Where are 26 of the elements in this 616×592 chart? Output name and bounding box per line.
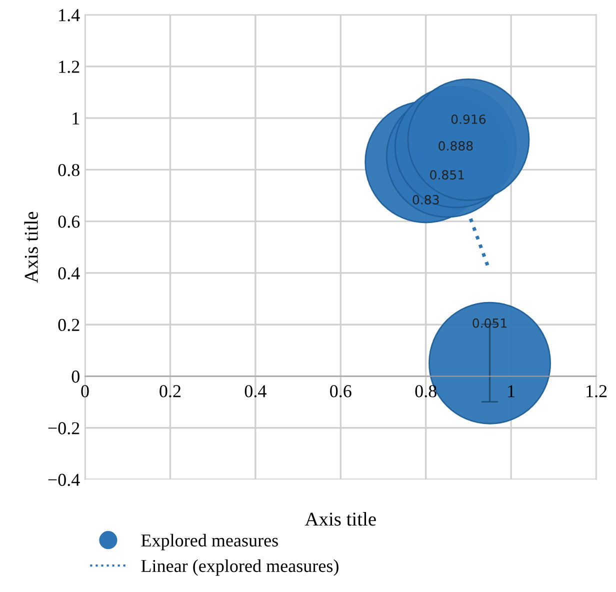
y-axis-title: Axis title [24, 212, 38, 283]
x-tick-label: 0.8 [415, 385, 436, 398]
y-tick-label: −0.4 [48, 474, 80, 486]
x-tick-label: 1.2 [586, 385, 607, 398]
y-tick-label: −0.2 [48, 422, 80, 434]
data-label: 0.051 [472, 318, 507, 328]
x-axis-title: Axis title [304, 512, 376, 526]
data-label: 0.851 [430, 170, 464, 180]
y-tick-label: 0.6 [58, 216, 80, 228]
data-label: 0.888 [438, 141, 473, 151]
y-tick-label: 0.2 [58, 318, 80, 332]
legend-label: Explored measures [141, 534, 278, 550]
y-tick-label: 0 [72, 370, 80, 383]
x-tick-label: 0.4 [244, 385, 266, 398]
x-tick-label: 0.6 [330, 385, 352, 398]
y-tick-label: 0.8 [58, 164, 80, 176]
y-tick-label: 1.2 [59, 60, 80, 73]
data-label: 0.916 [451, 114, 486, 124]
y-tick-label: 1 [72, 112, 80, 124]
y-tick-label: 0.4 [58, 267, 80, 280]
y-tick-label: 1.4 [59, 9, 80, 22]
x-tick-label: 1 [508, 385, 515, 398]
x-tick-label: 0 [81, 385, 89, 398]
x-tick-label: 0.2 [160, 385, 181, 398]
legend-label: Linear (explored measures) [141, 559, 338, 576]
data-label: 0.83 [412, 195, 439, 204]
